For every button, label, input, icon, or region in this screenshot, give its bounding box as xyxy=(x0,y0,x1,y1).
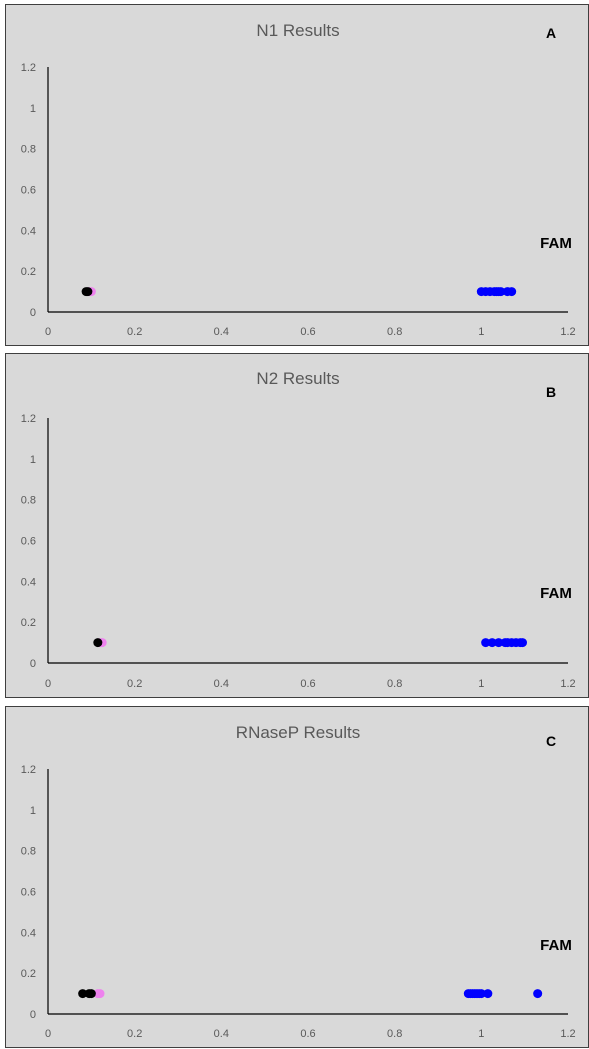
fam-annotation: FAM xyxy=(540,235,572,252)
x-tick-label: 0.2 xyxy=(127,678,142,690)
y-tick-label: 0.2 xyxy=(21,266,36,278)
y-tick-label: 1.2 xyxy=(21,413,36,425)
data-point xyxy=(494,638,504,648)
y-tick-label: 0 xyxy=(30,658,36,670)
chart-svg-a: N1 Results A FAM 0 0.2 0.4 0.6 0.8 1 1.2 0 0.2 0.4 0.… xyxy=(21,21,576,338)
x-tick-label: 0.8 xyxy=(387,326,402,338)
y-tick-label: 0.2 xyxy=(21,617,36,629)
x-tick-label: 0.4 xyxy=(214,1028,229,1040)
y-tick-label: 1.2 xyxy=(21,764,36,776)
x-tick-label: 0.2 xyxy=(127,1028,142,1040)
data-point xyxy=(518,638,527,648)
y-tick-label: 0 xyxy=(30,307,36,319)
fam-annotation: FAM xyxy=(540,585,572,602)
chart-title: RNaseP Results xyxy=(236,723,360,742)
y-tick-label: 0.6 xyxy=(21,887,36,899)
chart-title: N2 Results xyxy=(256,369,339,388)
data-point xyxy=(93,989,103,999)
x-tick-label: 1 xyxy=(478,1028,484,1040)
data-point xyxy=(496,287,506,297)
chart-panel-c: RNaseP Results C FAM 0 0.2 0.4 0.6 0.8 1 1.2 0 0.2 0… xyxy=(5,706,589,1048)
data-point xyxy=(533,989,543,999)
y-tick-label: 0 xyxy=(30,1009,36,1021)
x-tick-label: 1.2 xyxy=(560,678,575,690)
x-tick-label: 0 xyxy=(45,678,51,690)
x-tick-label: 0.8 xyxy=(387,1028,402,1040)
y-tick-label: 0.8 xyxy=(21,144,36,156)
chart-svg-b: N2 Results B FAM 0 0.2 0.4 0.6 0.8 1 1.2 0 0.2 0.4 0.… xyxy=(21,369,576,690)
x-tick-label: 0.6 xyxy=(300,326,315,338)
y-tick-label: 0.6 xyxy=(21,185,36,197)
y-tick-label: 1.2 xyxy=(21,62,36,74)
y-tick-label: 0.4 xyxy=(21,927,36,939)
y-tick-label: 0.8 xyxy=(21,495,36,507)
data-point xyxy=(83,287,93,297)
x-tick-label: 0 xyxy=(45,326,51,338)
data-point xyxy=(78,989,88,999)
chart-panel-a: N1 Results A FAM 0 0.2 0.4 0.6 0.8 1 1.2 0 0.2 0.4 0.… xyxy=(5,4,589,346)
fam-annotation: FAM xyxy=(540,937,572,954)
y-tick-label: 0.2 xyxy=(21,968,36,980)
x-tick-label: 1.2 xyxy=(560,326,575,338)
y-tick-label: 1 xyxy=(30,805,36,817)
y-tick-label: 1 xyxy=(30,103,36,115)
y-tick-label: 0.8 xyxy=(21,846,36,858)
data-point xyxy=(476,989,486,999)
x-tick-label: 0.4 xyxy=(214,678,229,690)
panel-label: C xyxy=(546,733,556,749)
panel-label: A xyxy=(546,25,556,41)
chart-title: N1 Results xyxy=(256,21,339,40)
chart-svg-c: RNaseP Results C FAM 0 0.2 0.4 0.6 0.8 1 1.2 0 0.2 0… xyxy=(21,723,576,1040)
x-tick-label: 0.6 xyxy=(300,1028,315,1040)
y-tick-label: 0.4 xyxy=(21,576,36,588)
x-tick-label: 1 xyxy=(478,326,484,338)
y-tick-label: 0.4 xyxy=(21,225,36,237)
y-tick-label: 1 xyxy=(30,454,36,466)
x-tick-label: 1.2 xyxy=(560,1028,575,1040)
y-tick-label: 0.6 xyxy=(21,536,36,548)
data-point xyxy=(507,287,517,297)
x-tick-label: 0.6 xyxy=(300,678,315,690)
data-point xyxy=(483,989,493,999)
data-point xyxy=(93,638,103,648)
data-point xyxy=(86,989,96,999)
x-tick-label: 0.8 xyxy=(387,678,402,690)
x-tick-label: 1 xyxy=(478,678,484,690)
chart-panel-b: N2 Results B FAM 0 0.2 0.4 0.6 0.8 1 1.2 0 0.2 0.4 0.… xyxy=(5,353,589,698)
data-point xyxy=(481,638,491,648)
x-tick-label: 0.4 xyxy=(214,326,229,338)
data-point xyxy=(487,638,497,648)
x-tick-label: 0 xyxy=(45,1028,51,1040)
x-tick-label: 0.2 xyxy=(127,326,142,338)
panel-label: B xyxy=(546,384,556,400)
